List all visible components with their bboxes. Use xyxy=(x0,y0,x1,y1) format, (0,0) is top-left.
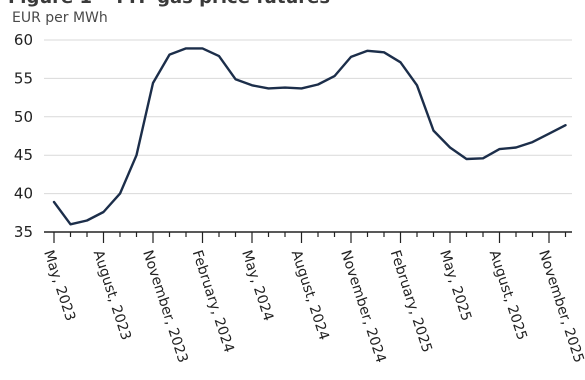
x-tick-label: August, 2024 xyxy=(288,248,332,342)
y-axis-ticks: 35 40 45 50 55 60 xyxy=(14,31,33,241)
series-layer xyxy=(52,47,567,226)
series-line-0 xyxy=(52,47,567,226)
x-axis-ticks: May, 2023 August, 2023 November, 2023Febru… xyxy=(40,232,585,365)
x-tick-label: February, 2024 xyxy=(189,248,237,354)
y-tick-label-45: 45 xyxy=(14,146,33,164)
y-tick-label-40: 40 xyxy=(14,185,33,203)
chart-title: Figure 1 – TTF gas price futures xyxy=(8,0,330,8)
x-tick-label: May, 2023 xyxy=(40,248,78,323)
x-tick-label: August, 2025 xyxy=(486,248,530,342)
x-tick-label: February, 2025 xyxy=(387,248,435,354)
x-tick-label: August, 2023 xyxy=(90,248,134,342)
y-tick-label-60: 60 xyxy=(14,31,33,49)
x-tick-label: May, 2025 xyxy=(436,248,474,323)
y-tick-label-50: 50 xyxy=(14,108,33,126)
x-tick-label: May, 2024 xyxy=(238,248,276,323)
y-axis-unit-label: EUR per MWh xyxy=(12,10,108,26)
gridlines xyxy=(44,39,572,195)
y-tick-label-55: 55 xyxy=(14,69,33,87)
y-tick-label-35: 35 xyxy=(14,223,33,241)
x-tick-label: November, 2023 xyxy=(139,248,190,365)
x-tick-label: November, 2024 xyxy=(337,248,389,365)
x-tick-label: November, 2025 xyxy=(535,248,585,365)
